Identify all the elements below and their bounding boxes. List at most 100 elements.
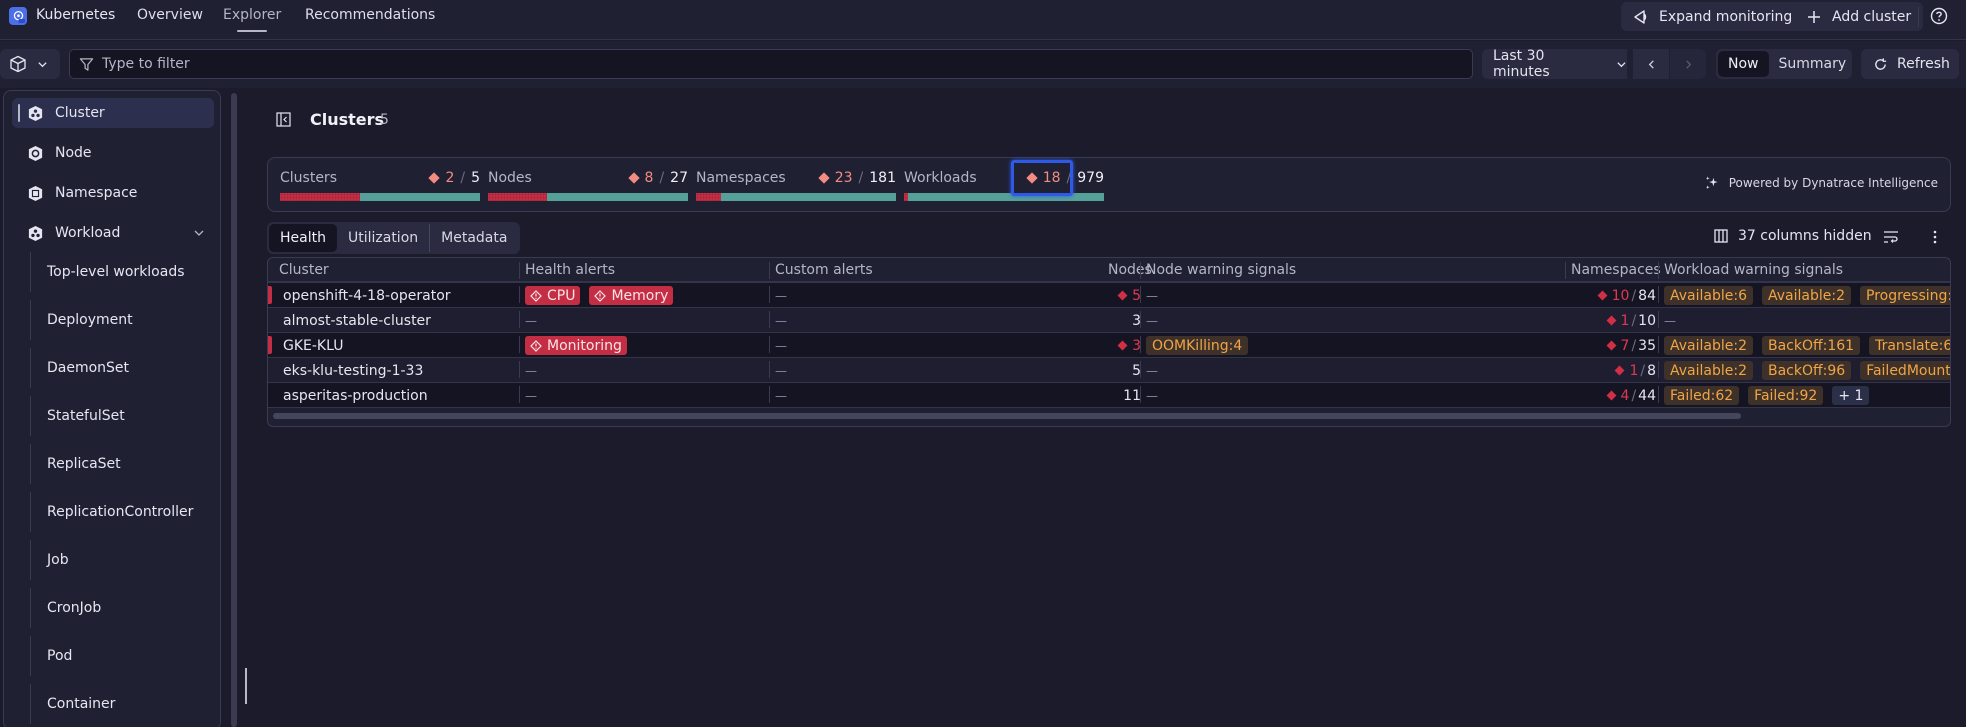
sidebar-item-pod[interactable]: Pod: [30, 636, 214, 676]
namespaces-cell: 10/84: [1571, 286, 1656, 305]
stat-bad-count: 2: [445, 170, 455, 186]
table-row[interactable]: asperitas-production — — 11 — 4/44 Faile…: [268, 383, 1950, 408]
stat-label: Clusters: [280, 170, 337, 186]
stat-bad-count: 23: [834, 170, 853, 186]
tab-recommendations[interactable]: Recommendations: [305, 7, 436, 23]
stat-total: 979: [1077, 170, 1104, 186]
stat-bar-unhealthy: [696, 193, 722, 201]
sidebar-item-deployment[interactable]: Deployment: [30, 300, 214, 340]
cluster-name[interactable]: asperitas-production: [283, 387, 428, 404]
warning-signal-badge[interactable]: Available:2: [1664, 336, 1753, 355]
cluster-name[interactable]: almost-stable-cluster: [283, 312, 431, 329]
refresh-button[interactable]: Refresh: [1861, 49, 1959, 79]
sidebar-item-cluster[interactable]: Cluster: [12, 98, 214, 128]
health-alert-badge[interactable]: Memory: [589, 286, 674, 305]
sidebar-item-job[interactable]: Job: [30, 540, 214, 580]
column-header-custom-alerts[interactable]: Custom alerts: [769, 262, 873, 279]
warning-signal-badge[interactable]: Available:6: [1664, 286, 1753, 305]
divider: [1918, 7, 1919, 27]
timeframe-next-button[interactable]: [1670, 49, 1706, 79]
cluster-name[interactable]: openshift-4-18-operator: [283, 287, 451, 304]
timeframe-previous-button[interactable]: [1633, 49, 1669, 79]
ns-total-value: 8: [1647, 362, 1656, 379]
line-wrap-icon[interactable]: [1883, 229, 1899, 245]
custom-alerts-cell: —: [769, 286, 787, 305]
column-header-health-alerts[interactable]: Health alerts: [518, 262, 616, 279]
sidebar-scrollbar[interactable]: [231, 93, 237, 727]
sidebar-item-namespace[interactable]: Namespace: [12, 178, 214, 208]
page-title: Clusters: [310, 110, 385, 129]
columns-hidden-button[interactable]: 37 columns hidden: [1714, 228, 1872, 244]
column-header-node-warning-signals[interactable]: Node warning signals: [1139, 262, 1297, 279]
warning-signal-badge[interactable]: OOMKilling:4: [1146, 336, 1249, 355]
warning-signal-badge[interactable]: Available:2: [1762, 286, 1851, 305]
badge-label: CPU: [547, 287, 576, 304]
namespaces-cell: 7/35: [1571, 336, 1656, 355]
warning-signal-badge[interactable]: Translate:6: [1869, 336, 1950, 355]
unhealthy-diamond-icon: [1606, 390, 1616, 401]
more-options-icon[interactable]: [1927, 229, 1943, 245]
table-horizontal-scrollbar[interactable]: [273, 413, 1741, 419]
table-row[interactable]: openshift-4-18-operator CPU Memory — 5 —…: [268, 283, 1950, 308]
warning-signal-badge[interactable]: Failed:92: [1748, 386, 1824, 405]
tab-overview[interactable]: Overview: [137, 7, 203, 23]
chevron-right-icon: [1685, 59, 1691, 69]
warning-signal-badge[interactable]: FailedMount:2: [1860, 361, 1950, 380]
cluster-name[interactable]: eks-klu-testing-1-33: [283, 362, 424, 379]
warning-signal-badge[interactable]: Available:2: [1664, 361, 1753, 380]
column-header-namespaces[interactable]: Namespaces: [1565, 262, 1661, 279]
sidebar-item-cronjob[interactable]: CronJob: [30, 588, 214, 628]
sidebar-item-replicationcontroller[interactable]: ReplicationController: [30, 492, 214, 532]
sidebar-item-statefulset[interactable]: StatefulSet: [30, 396, 214, 436]
filter-input[interactable]: [102, 56, 1462, 72]
sidebar-item-replicaset[interactable]: ReplicaSet: [30, 444, 214, 484]
now-toggle[interactable]: Now: [1718, 51, 1769, 77]
entity-type-picker[interactable]: [0, 49, 60, 79]
sidebar-item-label: Namespace: [55, 185, 138, 201]
table-row[interactable]: eks-klu-testing-1-33 — — 5 — 1/8 Availab…: [268, 358, 1950, 383]
column-header-workload-warning-signals[interactable]: Workload warning signals: [1657, 262, 1844, 279]
panel-resize-handle[interactable]: [245, 668, 247, 704]
tab-health[interactable]: Health: [269, 224, 337, 252]
sidebar-collapse-icon[interactable]: [276, 112, 291, 127]
app-name[interactable]: Kubernetes: [36, 7, 116, 23]
custom-alerts-cell: —: [769, 336, 787, 355]
more-signals-badge[interactable]: + 1: [1832, 386, 1870, 405]
sidebar-item-container[interactable]: Container: [30, 684, 214, 724]
stat-total: 5: [471, 170, 480, 186]
sidebar-item-node[interactable]: Node: [12, 138, 214, 168]
tab-metadata[interactable]: Metadata: [429, 224, 518, 252]
chevron-down-icon[interactable]: [192, 226, 206, 240]
warning-signal-badge[interactable]: Failed:62: [1664, 386, 1740, 405]
cluster-name[interactable]: GKE-KLU: [283, 337, 344, 354]
unhealthy-diamond-icon: [1117, 340, 1128, 351]
table-row[interactable]: GKE-KLU Monitoring — 3 OOMKilling:4 7/35…: [268, 333, 1950, 358]
ns-bad-value: 1: [1620, 312, 1630, 329]
add-cluster-button[interactable]: Add cluster: [1794, 2, 1924, 31]
stat-value: 18/979: [1026, 170, 1104, 186]
table-row[interactable]: almost-stable-cluster — — 3 — 1/10 —: [268, 308, 1950, 333]
health-alert-badge[interactable]: CPU: [525, 286, 581, 305]
timeframe-selector[interactable]: Last 30 minutes: [1482, 48, 1627, 80]
expand-monitoring-button[interactable]: Expand monitoring: [1621, 2, 1805, 31]
kubernetes-app-icon[interactable]: [9, 7, 27, 25]
health-alert-badge[interactable]: Monitoring: [525, 336, 627, 355]
stat-bar-unhealthy: [488, 193, 548, 201]
summary-toggle[interactable]: Summary: [1778, 56, 1847, 72]
sidebar-item-daemonset[interactable]: DaemonSet: [30, 348, 214, 388]
column-header-cluster[interactable]: Cluster: [279, 262, 329, 278]
warning-signal-badge[interactable]: Progressing:8: [1860, 286, 1950, 305]
help-icon[interactable]: [1930, 7, 1948, 25]
ns-bad-value: 7: [1620, 337, 1630, 354]
tab-utilization[interactable]: Utilization: [347, 230, 419, 246]
view-tabs: Health Utilization Metadata: [267, 222, 521, 254]
nodes-cell: 3: [1132, 312, 1141, 329]
warning-signal-badge[interactable]: BackOff:161: [1762, 336, 1861, 355]
node-warnings-cell: —: [1140, 361, 1158, 380]
tab-explorer[interactable]: Explorer: [223, 7, 282, 32]
sidebar-item-top-level-workloads[interactable]: Top-level workloads: [30, 252, 214, 292]
warning-signal-badge[interactable]: BackOff:96: [1762, 361, 1852, 380]
filter-field[interactable]: [69, 49, 1473, 79]
sidebar-item-workload[interactable]: Workload: [12, 218, 214, 248]
stat-label: Workloads: [904, 170, 977, 186]
